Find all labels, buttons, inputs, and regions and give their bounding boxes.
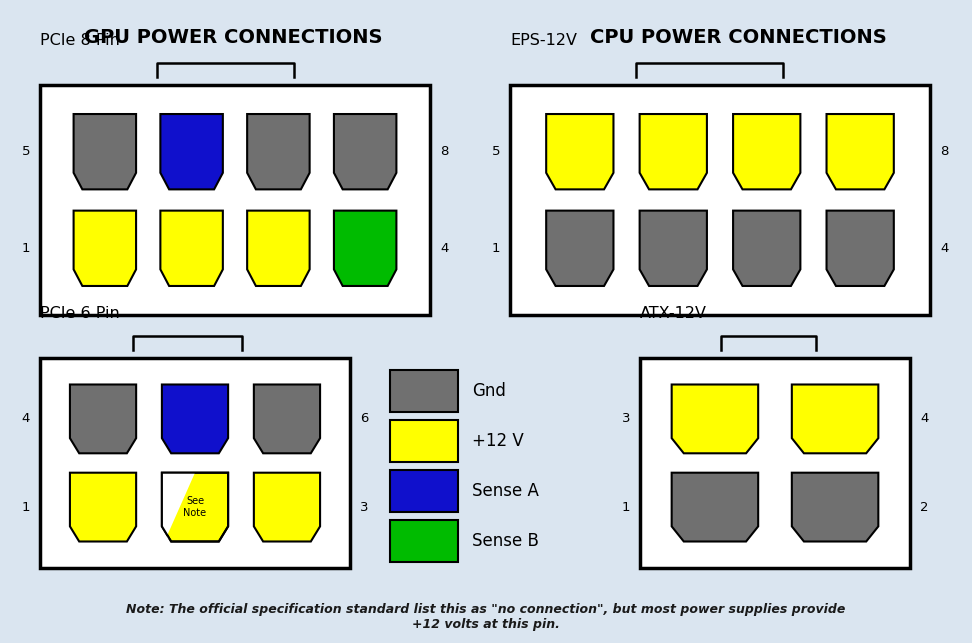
- Text: 5: 5: [492, 145, 500, 158]
- Polygon shape: [826, 211, 894, 286]
- Text: Note: The official specification standard list this as "no connection", but most: Note: The official specification standar…: [126, 603, 846, 631]
- Bar: [640, 358, 910, 568]
- Polygon shape: [792, 385, 879, 453]
- Text: PCIe 8 Pin: PCIe 8 Pin: [40, 33, 120, 48]
- Text: 1: 1: [492, 242, 500, 255]
- Bar: [390, 470, 458, 512]
- Bar: [390, 370, 458, 412]
- Polygon shape: [70, 473, 136, 541]
- Polygon shape: [162, 473, 228, 541]
- Polygon shape: [162, 385, 228, 453]
- Text: 4: 4: [21, 412, 30, 426]
- Polygon shape: [672, 385, 758, 453]
- Text: 1: 1: [621, 501, 630, 514]
- Text: 4: 4: [940, 242, 949, 255]
- Polygon shape: [247, 211, 310, 286]
- Polygon shape: [672, 473, 758, 541]
- Polygon shape: [334, 114, 397, 190]
- Polygon shape: [640, 114, 707, 190]
- Text: 4: 4: [440, 242, 448, 255]
- Polygon shape: [546, 211, 613, 286]
- Polygon shape: [162, 473, 195, 541]
- Polygon shape: [254, 473, 320, 541]
- Polygon shape: [74, 114, 136, 190]
- Bar: [40, 85, 430, 315]
- Bar: [390, 420, 458, 462]
- Text: 5: 5: [21, 145, 30, 158]
- Text: 1: 1: [21, 501, 30, 514]
- Polygon shape: [74, 211, 136, 286]
- Text: 4: 4: [920, 412, 928, 426]
- Polygon shape: [546, 114, 613, 190]
- Text: 3: 3: [360, 501, 368, 514]
- Text: +12 V: +12 V: [472, 432, 524, 450]
- Polygon shape: [792, 473, 879, 541]
- Text: Sense A: Sense A: [472, 482, 538, 500]
- Text: 8: 8: [440, 145, 448, 158]
- Text: EPS-12V: EPS-12V: [510, 33, 577, 48]
- Polygon shape: [70, 385, 136, 453]
- Text: PCIe 6 Pin: PCIe 6 Pin: [40, 306, 120, 321]
- Text: 3: 3: [621, 412, 630, 426]
- Text: GPU POWER CONNECTIONS: GPU POWER CONNECTIONS: [84, 28, 383, 47]
- Polygon shape: [733, 114, 800, 190]
- Text: Sense B: Sense B: [472, 532, 538, 550]
- Text: Gnd: Gnd: [472, 382, 505, 400]
- Polygon shape: [160, 114, 223, 190]
- Bar: [390, 520, 458, 562]
- Text: 6: 6: [360, 412, 368, 426]
- Text: 8: 8: [940, 145, 949, 158]
- Polygon shape: [334, 211, 397, 286]
- Polygon shape: [826, 114, 894, 190]
- Polygon shape: [160, 211, 223, 286]
- Text: 1: 1: [21, 242, 30, 255]
- Bar: [40, 358, 350, 568]
- Text: ATX-12V: ATX-12V: [640, 306, 707, 321]
- Polygon shape: [247, 114, 310, 190]
- Text: See
Note: See Note: [184, 496, 207, 518]
- Polygon shape: [733, 211, 800, 286]
- Polygon shape: [254, 385, 320, 453]
- Text: CPU POWER CONNECTIONS: CPU POWER CONNECTIONS: [590, 28, 887, 47]
- Polygon shape: [640, 211, 707, 286]
- Bar: [510, 85, 930, 315]
- Text: 2: 2: [920, 501, 928, 514]
